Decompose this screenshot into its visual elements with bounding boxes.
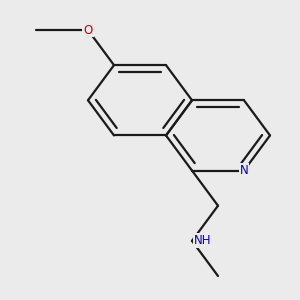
Text: NH: NH	[194, 234, 211, 248]
Text: O: O	[83, 23, 93, 37]
Text: N: N	[240, 164, 248, 177]
